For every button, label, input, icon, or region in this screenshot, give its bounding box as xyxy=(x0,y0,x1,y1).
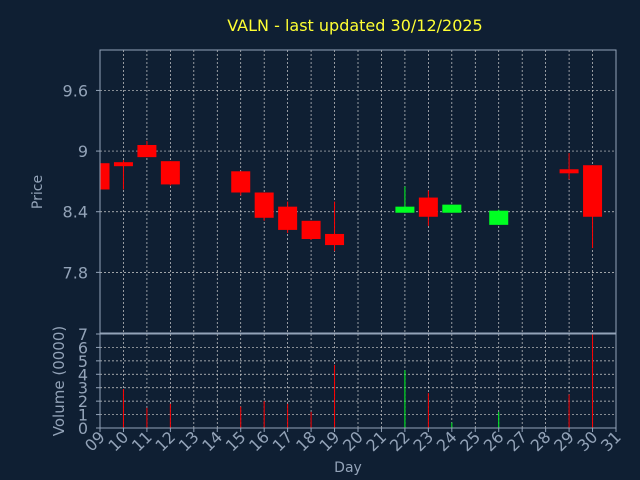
candle-body xyxy=(489,210,509,225)
price-axis-ticks: 7.8 8.4 9 9.6 xyxy=(63,81,100,282)
volume-tick-label: 3 xyxy=(78,379,88,398)
volume-tick-label: 0 xyxy=(78,419,88,438)
candle-body xyxy=(100,163,110,190)
volume-tick-label: 7 xyxy=(78,325,88,344)
candle-body xyxy=(442,204,462,213)
volume-tick-label: 5 xyxy=(78,352,88,371)
candle-body xyxy=(583,165,603,217)
x-axis-label: Day xyxy=(334,460,362,476)
candle-body xyxy=(301,220,321,240)
x-axis-ticks: 0910111213141516171819202122232425262728… xyxy=(81,427,625,455)
candle-body xyxy=(254,192,274,218)
price-candles xyxy=(100,140,603,252)
candle-body xyxy=(278,206,298,230)
candle-body xyxy=(325,233,345,246)
x-tick-label: 31 xyxy=(597,427,625,455)
candle-body xyxy=(395,206,415,213)
candle-body xyxy=(137,145,157,158)
chart-title: VALN - last updated 30/12/2025 xyxy=(227,16,482,35)
volume-plot-border xyxy=(99,333,617,429)
volume-grid xyxy=(99,334,617,428)
volume-tick-label: 2 xyxy=(78,392,88,411)
candle-body xyxy=(231,171,251,193)
candle-body xyxy=(559,169,579,174)
price-axis-label: Price xyxy=(30,175,46,209)
volume-tick-label: 6 xyxy=(78,338,88,357)
price-tick-label: 7.8 xyxy=(63,263,88,282)
candle-body xyxy=(160,161,180,185)
price-grid xyxy=(99,50,617,333)
candle-body xyxy=(113,162,133,167)
volume-bars xyxy=(122,334,594,428)
price-tick-label: 9.6 xyxy=(63,81,88,100)
price-tick-label: 9 xyxy=(78,142,88,161)
price-tick-label: 8.4 xyxy=(63,203,88,222)
price-plot-border xyxy=(99,49,617,334)
candle-body xyxy=(418,197,438,217)
volume-tick-label: 4 xyxy=(78,365,88,384)
volume-tick-label: 1 xyxy=(78,406,88,425)
volume-axis-label: Volume (0000) xyxy=(50,326,68,436)
